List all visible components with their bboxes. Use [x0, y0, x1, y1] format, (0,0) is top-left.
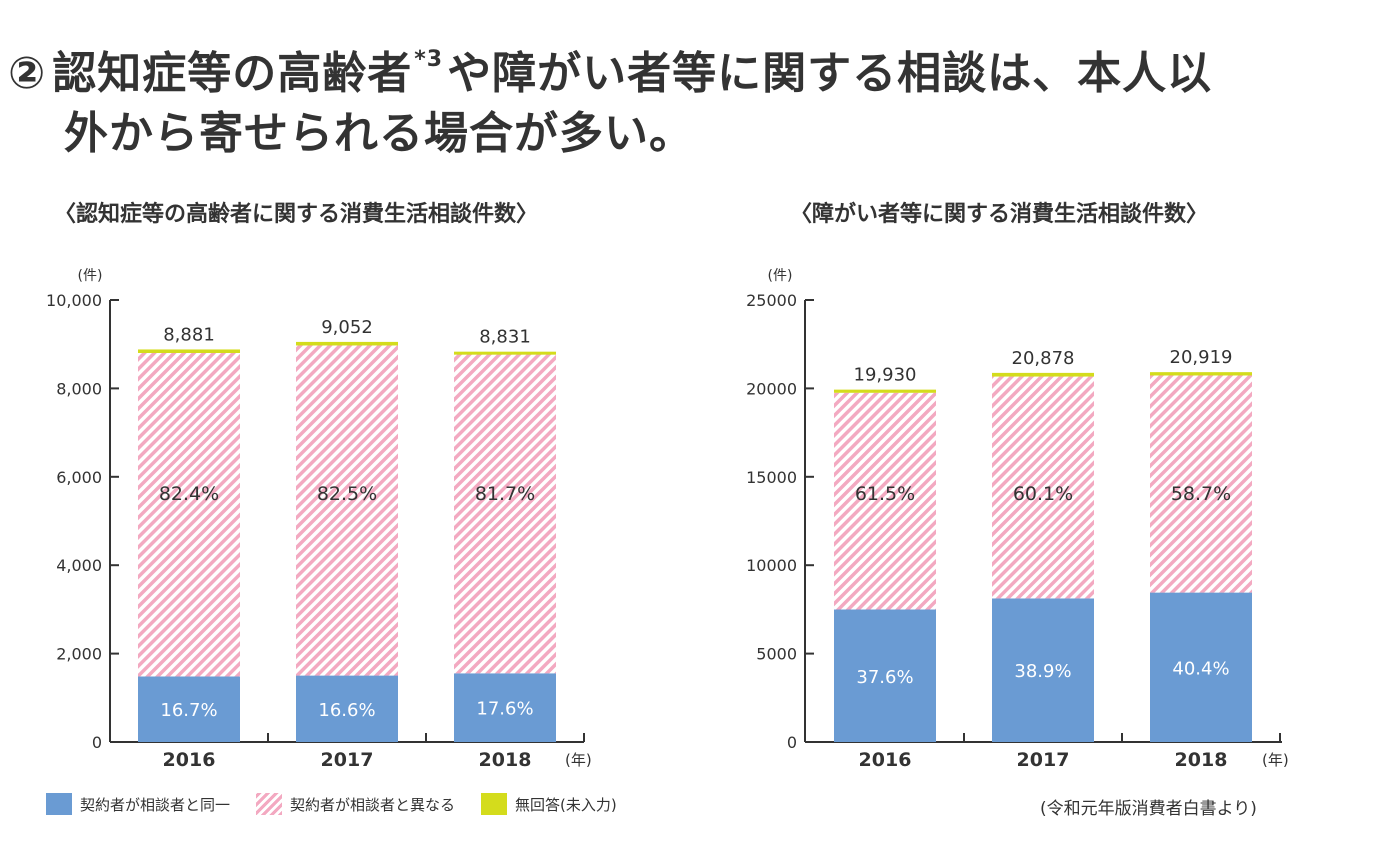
bar-segment-no-answer: [454, 351, 556, 355]
page-headline: ② 認知症等の高齢者*3や障がい者等に関する相談は、本人以 外から寄せられる場合が…: [8, 30, 1383, 164]
chart-title-disabled: 〈障がい者等に関する消費生活相談件数〉: [790, 202, 1209, 227]
bar-segment-no-answer: [296, 341, 398, 346]
legend-swatch-no-answer: [481, 793, 508, 815]
headline-part-2: や障がい者等に関する相談は、本人以: [447, 48, 1213, 99]
y-unit-label: (件): [768, 268, 793, 284]
y-tick-label: 5000: [756, 645, 797, 664]
legend: 契約者が相談者と同一 契約者が相談者と異なる 無回答(未入力): [46, 789, 643, 819]
pct-label-different: 81.7%: [475, 483, 535, 505]
y-tick-label: 15000: [746, 468, 797, 487]
headline-part-1: 認知症等の高齢者: [52, 48, 413, 99]
y-tick-label: 0: [92, 733, 102, 752]
pct-label-different: 82.4%: [159, 483, 219, 505]
legend-label-same: 契約者が相談者と同一: [80, 795, 231, 814]
x-category-label: 2018: [479, 749, 532, 771]
total-label: 20,919: [1170, 347, 1233, 368]
y-tick-label: 4,000: [56, 556, 102, 575]
bar-segment-same: [296, 675, 398, 742]
bar-segment-same: [834, 609, 936, 742]
y-unit-label: (件): [78, 268, 103, 284]
legend-swatch-same: [46, 793, 72, 815]
bar-segment-different: [296, 345, 398, 676]
bar-segment-no-answer: [1150, 372, 1252, 376]
y-tick-label: 10,000: [46, 291, 102, 310]
y-tick-label: 20000: [746, 379, 797, 398]
headline-line-2: 外から寄せられる場合が多い。: [64, 108, 694, 159]
legend-label-no-answer: 無回答(未入力): [515, 795, 617, 814]
y-tick-label: 2,000: [56, 645, 102, 664]
x-category-label: 2017: [321, 749, 374, 771]
bar-segment-same: [992, 598, 1094, 742]
pct-label-different: 82.5%: [317, 483, 377, 505]
total-label: 9,052: [321, 317, 373, 338]
y-tick-label: 8,000: [56, 379, 102, 398]
circled-number: ②: [8, 48, 47, 99]
pct-label-same: 17.6%: [476, 699, 533, 720]
legend-item-no-answer: 無回答(未入力): [481, 793, 617, 815]
legend-swatch-different: [256, 793, 283, 815]
bar-segment-different: [1150, 375, 1252, 593]
bar-segment-no-answer: [834, 389, 936, 393]
bar-segment-different: [834, 392, 936, 610]
total-label: 8,881: [163, 324, 215, 345]
x-category-label: 2016: [859, 749, 912, 771]
bar-segment-no-answer: [138, 349, 240, 353]
total-label: 19,930: [854, 365, 917, 386]
total-label: 20,878: [1012, 348, 1075, 369]
bar-segment-same: [454, 673, 556, 742]
pct-label-different: 60.1%: [1013, 483, 1073, 505]
y-tick-label: 0: [787, 733, 797, 752]
bar-segment-different: [454, 354, 556, 674]
bar-segment-different: [992, 376, 1094, 599]
x-unit-label: (年): [1262, 751, 1289, 769]
x-category-label: 2017: [1017, 749, 1070, 771]
y-tick-label: 6,000: [56, 468, 102, 487]
source-note: (令和元年版消費者白書より): [1040, 799, 1257, 819]
pct-label-different: 58.7%: [1171, 483, 1231, 505]
total-label: 8,831: [479, 327, 531, 348]
legend-item-different: 契約者が相談者と異なる: [256, 793, 455, 815]
y-tick-label: 25000: [746, 291, 797, 310]
y-tick-label: 10000: [746, 556, 797, 575]
x-category-label: 2018: [1175, 749, 1228, 771]
bar-segment-different: [138, 352, 240, 677]
footnote-marker: *3: [414, 47, 444, 72]
chart-title-elderly: 〈認知症等の高齢者に関する消費生活相談件数〉: [54, 202, 539, 227]
pct-label-different: 61.5%: [855, 483, 915, 505]
bar-segment-no-answer: [992, 372, 1094, 377]
pct-label-same: 16.7%: [160, 700, 217, 721]
x-unit-label: (年): [565, 751, 592, 769]
pct-label-same: 16.6%: [318, 700, 375, 721]
x-category-label: 2016: [163, 749, 216, 771]
bar-segment-same: [1150, 592, 1252, 742]
legend-item-same: 契約者が相談者と同一: [46, 793, 230, 815]
pct-label-same: 40.4%: [1172, 658, 1229, 679]
pct-label-same: 37.6%: [856, 667, 913, 688]
pct-label-same: 38.9%: [1014, 661, 1071, 682]
bar-segment-same: [138, 676, 240, 742]
legend-label-different: 契約者が相談者と異なる: [290, 795, 456, 814]
